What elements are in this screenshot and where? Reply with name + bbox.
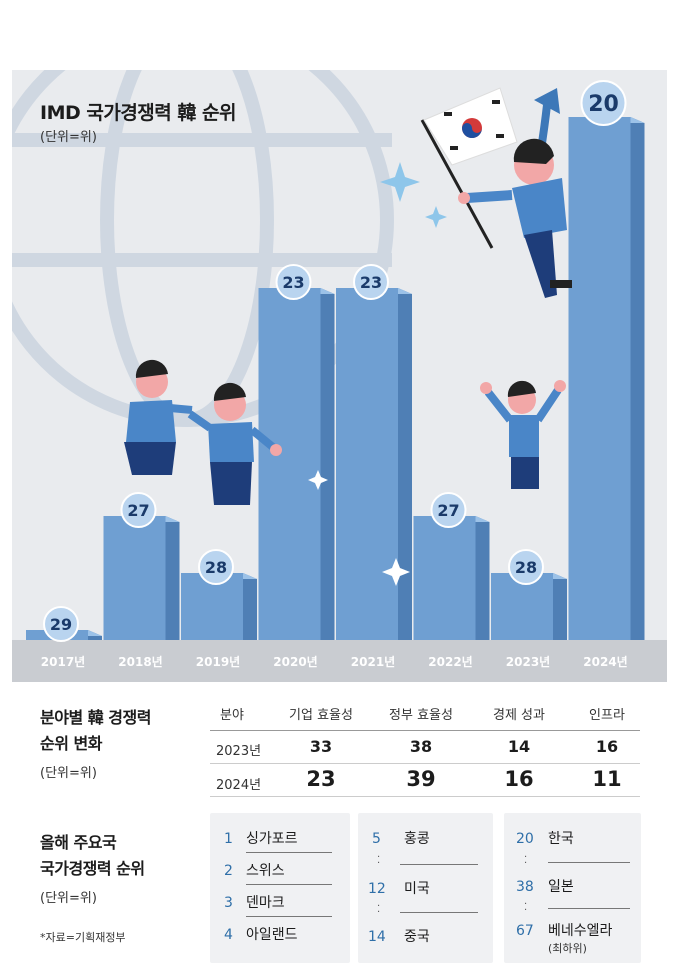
data-label: 28 <box>205 558 227 577</box>
list-item: 38 일본 <box>516 879 574 895</box>
x-tick-label: 2020년 <box>273 655 317 669</box>
data-label: 20 <box>588 92 619 117</box>
list-item: 1 싱가포르 <box>224 831 298 847</box>
table-row-year: 2024년 <box>216 778 262 793</box>
table-cell: 33 <box>309 737 333 756</box>
data-label: 27 <box>127 501 149 520</box>
list-item: 14 중국 <box>368 929 430 945</box>
data-label: 23 <box>282 273 304 292</box>
rank-divider <box>548 908 630 909</box>
x-tick-label: 2023년 <box>506 655 550 669</box>
rank-divider <box>246 916 332 917</box>
globe-illustration <box>12 70 394 427</box>
bar <box>258 288 335 670</box>
value-badge: 27 <box>120 492 157 528</box>
sparkle-icon <box>380 162 447 228</box>
kids-illustration <box>124 359 282 505</box>
rank-note: (최하위) <box>548 942 587 955</box>
korean-flag-icon <box>420 87 518 249</box>
table-header-economy: 경제 성과 <box>493 708 545 723</box>
value-badge: 28 <box>198 549 234 585</box>
field-table-title-2: 순위 변화 <box>40 734 102 753</box>
value-badge: 29 <box>43 606 79 642</box>
chart-base <box>12 640 667 682</box>
list-item: 5 홍콩 <box>372 831 430 847</box>
list-item: 4 아일랜드 <box>224 927 298 943</box>
data-label: 28 <box>515 558 537 577</box>
rankings-unit: (단위=위) <box>40 891 97 906</box>
chart-unit: (단위=위) <box>40 130 97 145</box>
x-tick-label: 2024년 <box>583 655 627 669</box>
field-table-unit: (단위=위) <box>40 766 97 781</box>
ellipsis-icon: · · <box>524 852 528 869</box>
table-cell: 11 <box>592 767 622 791</box>
field-table-title-1: 분야별 韓 경쟁력 <box>40 708 151 727</box>
rank-box-1 <box>210 813 350 963</box>
list-item: 2 스위스 <box>224 863 285 879</box>
data-label: 27 <box>437 501 459 520</box>
bar <box>568 117 645 670</box>
table-header-government: 정부 효율성 <box>389 708 453 723</box>
x-tick-label: 2021년 <box>351 655 395 669</box>
sparkle-icon <box>308 470 410 586</box>
value-badge: 23 <box>275 264 312 300</box>
table-header-infra: 인프라 <box>589 708 625 723</box>
table-cell: 14 <box>507 737 531 756</box>
list-item: 12 미국 <box>368 881 430 897</box>
rank-box-3 <box>504 813 641 963</box>
source-note: *자료=기획재정부 <box>40 931 126 944</box>
x-tick-label: 2017년 <box>41 655 85 669</box>
bar <box>336 288 412 670</box>
table-cell: 16 <box>595 737 619 756</box>
table-divider <box>210 796 640 797</box>
value-badge: 28 <box>508 549 544 585</box>
x-tick-label: 2018년 <box>118 655 162 669</box>
value-badge: 23 <box>353 264 389 300</box>
table-divider <box>210 730 640 731</box>
rank-divider <box>400 912 478 913</box>
table-cell: 39 <box>406 767 436 791</box>
table-divider <box>210 763 640 764</box>
ellipsis-icon: · · <box>377 852 381 869</box>
chart-panel: 29 2017년 27 2018년 28 2019년 23 2020년 23 2021년 27 202… <box>12 70 667 682</box>
data-label: 23 <box>360 273 382 292</box>
table-cell: 16 <box>504 767 534 791</box>
x-tick-label: 2019년 <box>196 655 240 669</box>
rankings-title-2: 국가경쟁력 순위 <box>40 859 145 878</box>
climber-illustration <box>458 138 572 298</box>
table-header-field: 분야 <box>220 708 244 723</box>
table-cell: 38 <box>409 737 433 756</box>
ellipsis-icon: · · <box>524 899 528 916</box>
table-header-business: 기업 효율성 <box>289 708 353 723</box>
cheering-kid-illustration <box>480 380 566 489</box>
list-item: 20 한국 <box>516 831 574 847</box>
data-label: 29 <box>50 615 72 634</box>
value-badge: 27 <box>430 492 467 528</box>
table-row-year: 2023년 <box>216 744 262 759</box>
rank-divider <box>246 884 332 885</box>
rank-divider <box>400 864 478 865</box>
ellipsis-icon: · · <box>377 901 381 918</box>
rank-box-2 <box>358 813 493 963</box>
list-item: 67 베네수엘라 <box>516 923 613 939</box>
table-cell: 23 <box>306 767 336 791</box>
rank-divider <box>548 862 630 863</box>
rank-divider <box>246 852 332 853</box>
chart-title: IMD 국가경쟁력 韓 순위 <box>40 102 236 124</box>
x-tick-label: 2022년 <box>428 655 472 669</box>
value-badge: 20 <box>580 80 627 126</box>
list-item: 3 덴마크 <box>224 895 285 911</box>
bar-chart: 292017년272018년282019년232020년232021년27202… <box>12 70 667 682</box>
rankings-title-1: 올해 주요국 <box>40 833 117 852</box>
